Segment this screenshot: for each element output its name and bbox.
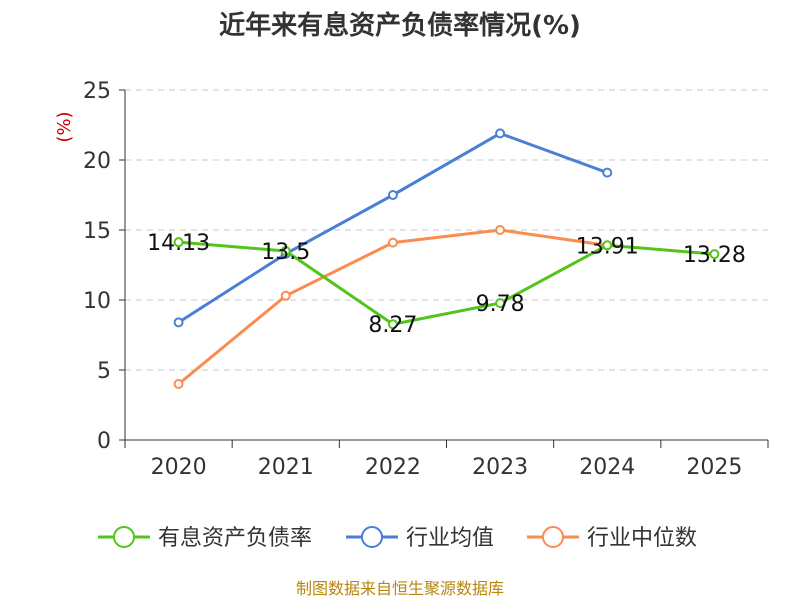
data-label-2024: 13.91 (576, 234, 639, 259)
series-group (173, 128, 720, 389)
legend-item-0: 有息资产负债率 (98, 526, 312, 551)
legend-marker-0 (113, 526, 135, 548)
source-note: 制图数据来自恒生聚源数据库 (296, 579, 504, 598)
data-point-0-2020 (173, 237, 184, 248)
legend-label-1: 行业均值 (406, 526, 494, 551)
y-tick-label-10: 10 (83, 289, 111, 314)
data-label-2023: 9.78 (476, 292, 525, 317)
grid-lines (125, 89, 768, 371)
legend: 有息资产负债率 行业均值 行业中位数 (98, 526, 697, 551)
x-tick-label-2023: 2023 (472, 455, 528, 480)
x-tick-label-2020: 2020 (151, 455, 207, 480)
x-tick-label-2024: 2024 (579, 455, 635, 480)
legend-label-0: 有息资产负债率 (158, 526, 312, 551)
series-line-1 (177, 131, 608, 324)
data-point-0-2021 (280, 246, 291, 256)
data-label-2022: 8.27 (368, 313, 417, 338)
data-point-2-2020 (173, 379, 184, 389)
y-tick-label-5: 5 (97, 359, 111, 384)
x-tick-label-2022: 2022 (365, 455, 421, 480)
data-point-1-2023 (495, 128, 506, 139)
data-point-0-2024 (602, 240, 613, 251)
data-point-2-2023 (495, 225, 506, 235)
y-axis-unit-label: (%) (54, 111, 75, 142)
data-label-2020: 14.13 (147, 231, 210, 256)
chart-title: 近年来有息资产负债率情况(%) (219, 10, 581, 41)
data-point-2-2021 (280, 290, 291, 301)
data-label-2021: 13.5 (261, 240, 310, 265)
legend-item-2: 行业中位数 (527, 526, 697, 551)
series-line-2 (177, 228, 608, 386)
data-label-2025: 13.28 (683, 243, 746, 268)
data-point-0-2023 (495, 298, 506, 309)
x-tick-label-2021: 2021 (258, 455, 314, 480)
x-tick-label-2025: 2025 (686, 455, 742, 480)
legend-marker-1 (361, 526, 383, 548)
y-tick-label-25: 25 (83, 79, 111, 104)
legend-label-2: 行业中位数 (587, 526, 697, 551)
legend-marker-2 (542, 526, 564, 548)
y-tick-label-20: 20 (83, 149, 111, 174)
data-point-1-2024 (602, 167, 613, 178)
data-labels: 14.13 13.5 8.27 9.78 13.91 13.28 (147, 231, 746, 338)
series-line-0 (178, 240, 715, 326)
legend-item-1: 行业均值 (346, 526, 494, 551)
data-point-1-2022 (387, 190, 398, 200)
y-tick-label-15: 15 (83, 219, 111, 244)
data-point-0-2022 (387, 319, 398, 330)
y-tick-label-0: 0 (97, 429, 111, 454)
data-point-0-2025 (709, 249, 720, 260)
data-point-1-2020 (173, 317, 184, 328)
data-point-2-2022 (387, 237, 398, 248)
